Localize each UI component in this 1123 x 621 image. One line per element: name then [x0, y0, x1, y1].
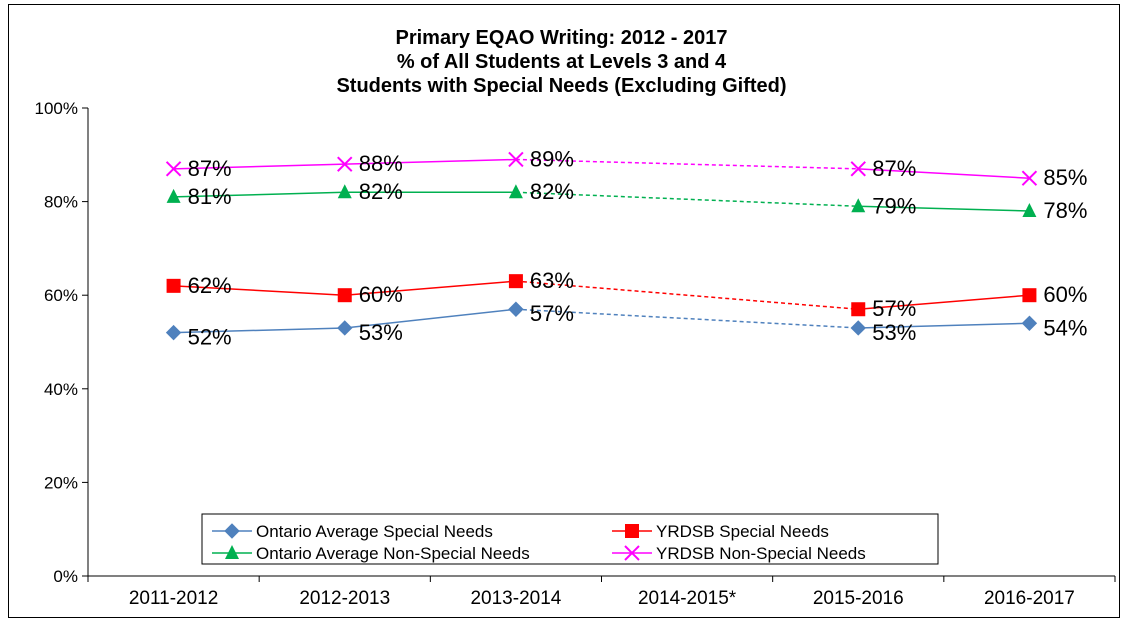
- legend-label: YRDSB Non-Special Needs: [656, 544, 866, 563]
- chart-title-line-2: % of All Students at Levels 3 and 4: [396, 51, 727, 73]
- legend-marker: [224, 523, 240, 539]
- x-tick-label: 2013-2014: [470, 588, 561, 609]
- series-ontario-average-non-special-needs: [166, 184, 1037, 217]
- series-line-segment: [858, 294, 1030, 310]
- series-ontario-average-special-needs: [165, 301, 1038, 341]
- legend-item: YRDSB Special Needs: [612, 522, 829, 541]
- data-label: 81%: [188, 184, 232, 209]
- chart-title-line-3: Students with Special Needs (Excluding G…: [336, 75, 787, 97]
- x-tick-label: 2011-2012: [129, 588, 218, 609]
- x-tick-label: 2012-2013: [299, 588, 390, 609]
- data-label: 52%: [188, 325, 232, 350]
- series-line-segment: [858, 168, 1030, 179]
- data-label: 89%: [530, 146, 574, 171]
- data-label: 54%: [1043, 315, 1087, 340]
- y-tick-label: 40%: [44, 380, 78, 399]
- data-point: [165, 324, 182, 341]
- series-line-segment: [858, 205, 1030, 212]
- y-tick-label: 20%: [44, 473, 78, 492]
- data-label: 53%: [359, 320, 403, 345]
- marker-stroke: [1021, 170, 1038, 186]
- y-tick-label: 0%: [53, 567, 78, 586]
- data-point: [1021, 315, 1038, 331]
- legend-box: [201, 513, 939, 565]
- data-label: 60%: [359, 282, 403, 307]
- x-tick-label: 2014-2015*: [638, 588, 737, 609]
- data-point: [165, 161, 182, 177]
- series-line-segment: [173, 327, 345, 334]
- series-gap-segment: [515, 280, 859, 310]
- data-point: [508, 274, 523, 289]
- legend-label: YRDSB Special Needs: [656, 522, 829, 541]
- data-label: 63%: [530, 268, 574, 293]
- chart-title-line-1: Primary EQAO Writing: 2012 - 2017: [395, 27, 728, 49]
- data-point: [851, 198, 866, 213]
- legend-item: Ontario Average Special Needs: [212, 522, 493, 541]
- series-line-segment: [173, 163, 345, 170]
- series-gap-segment: [515, 308, 859, 329]
- data-point: [850, 161, 866, 177]
- data-label: 87%: [872, 156, 916, 181]
- y-tick-label: 80%: [44, 193, 78, 212]
- series-gap-segment: [515, 191, 859, 208]
- chart-title: Primary EQAO Writing: 2012 - 2017 % of A…: [0, 26, 1123, 98]
- axes: 0% 20% 40% 60% 80% 100% 2011-2012 2012-2013 2013…: [35, 99, 1116, 609]
- legend-marker: [624, 545, 640, 561]
- data-labels: 52% 53%57%53% 54%62% 60%63%57%60%81% 82% 82%7…: [188, 146, 1088, 349]
- series-line-segment: [173, 285, 345, 296]
- data-label: 78%: [1043, 198, 1087, 223]
- data-point: [851, 302, 866, 317]
- marker-stroke: [165, 161, 182, 177]
- data-label: 85%: [1043, 165, 1087, 190]
- data-point: [508, 151, 524, 168]
- data-point: [166, 278, 181, 293]
- legend-label: Ontario Average Special Needs: [256, 522, 493, 541]
- x-tick-label: 2016-2017: [984, 588, 1075, 609]
- y-tick-label: 100%: [35, 99, 78, 118]
- marker-stroke: [624, 545, 640, 561]
- y-tick-label: 60%: [44, 286, 78, 305]
- data-point: [1022, 202, 1037, 217]
- data-label: 60%: [1043, 282, 1087, 307]
- data-point: [850, 320, 866, 336]
- data-point: [1021, 170, 1038, 186]
- x-tick-label: 2015-2016: [813, 588, 904, 609]
- data-label: 53%: [872, 320, 916, 345]
- data-point: [508, 301, 524, 317]
- marker-stroke: [850, 161, 866, 177]
- data-label: 88%: [359, 151, 403, 176]
- series-layer: [165, 151, 1038, 341]
- data-label: 87%: [188, 156, 232, 181]
- legend: Ontario Average Special Needs YRDSB Speci…: [201, 513, 939, 565]
- legend-item: Ontario Average Non-Special Needs: [212, 544, 530, 563]
- data-point: [337, 184, 352, 199]
- series-line-segment: [173, 191, 345, 198]
- legend-label: Ontario Average Non-Special Needs: [256, 544, 530, 563]
- marker-stroke: [508, 151, 524, 168]
- data-point: [337, 288, 352, 303]
- series-line-segment: [344, 158, 516, 165]
- data-point: [508, 184, 523, 199]
- data-label: 82%: [530, 179, 574, 204]
- series-gap-segment: [515, 158, 859, 170]
- marker-stroke: [337, 156, 353, 172]
- data-label: 79%: [872, 193, 916, 218]
- data-label: 82%: [359, 179, 403, 204]
- legend-item: YRDSB Non-Special Needs: [612, 544, 866, 563]
- data-point: [166, 188, 181, 203]
- series-line-segment: [858, 322, 1030, 329]
- data-label: 62%: [188, 273, 232, 298]
- series-line-segment: [344, 280, 516, 296]
- series-yrdsb-non-special-needs: [165, 151, 1038, 186]
- legend-marker: [625, 524, 639, 538]
- data-point: [337, 320, 353, 336]
- series-yrdsb-special-needs: [166, 274, 1037, 317]
- data-point: [1022, 288, 1037, 303]
- data-label: 57%: [530, 301, 574, 326]
- series-line-segment: [344, 308, 516, 329]
- legend-marker: [225, 545, 239, 559]
- data-label: 57%: [872, 296, 916, 321]
- data-point: [337, 156, 353, 172]
